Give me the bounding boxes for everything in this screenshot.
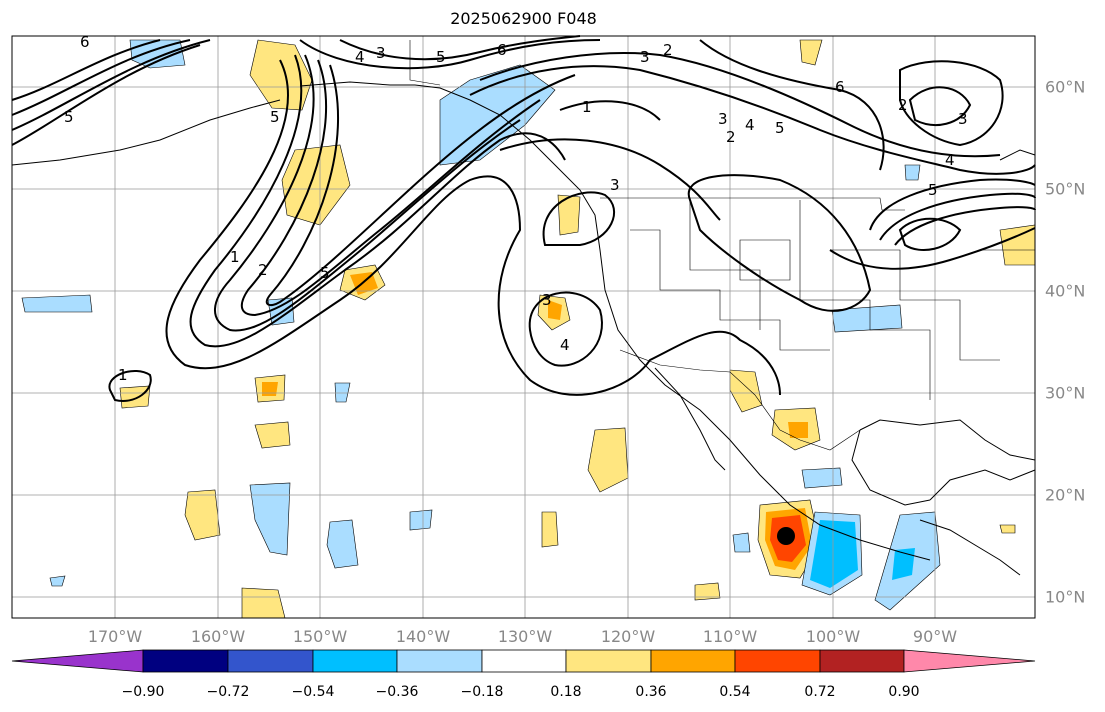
political-borders — [409, 40, 1035, 451]
lat-label: 20°N — [1045, 485, 1086, 505]
lon-label: 100°W — [805, 627, 861, 646]
lat-label: 10°N — [1045, 587, 1086, 607]
colorbar-tick-label: −0.18 — [460, 684, 504, 700]
contour-label: 3 — [958, 110, 968, 128]
colorbar-segment — [142, 649, 229, 673]
contour-label: 5 — [436, 48, 446, 66]
colorbar-low-extension — [11, 649, 144, 673]
colorbar-segment — [227, 649, 314, 673]
contour-label: 4 — [355, 48, 365, 66]
contour-label: 2 — [258, 261, 268, 279]
lon-label: 130°W — [497, 627, 553, 646]
lat-label: 30°N — [1045, 383, 1086, 403]
colorbar-segment — [312, 649, 398, 673]
contour-label: 2 — [726, 128, 736, 146]
lon-label: 120°W — [600, 627, 656, 646]
contour-label: 4 — [945, 151, 955, 169]
colorbar-segment — [819, 649, 905, 673]
lon-label: 140°W — [395, 627, 451, 646]
lon-label: 110°W — [702, 627, 758, 646]
contour-label: 6 — [80, 33, 90, 51]
contour-label-group: 5 1 2 5 1 3 2 4 5 3 4 3 1 3 4 5 6 3 2 6 … — [64, 33, 968, 384]
colorbar-tick-label: −0.72 — [206, 684, 250, 700]
contour-label: 3 — [610, 176, 620, 194]
contour-label: 5 — [928, 181, 938, 199]
contour-label: 5 — [320, 264, 330, 282]
contour-label: 3 — [640, 48, 650, 66]
contour-label: 6 — [835, 78, 845, 96]
colorbar-tick-label: −0.36 — [375, 684, 419, 700]
colorbar-tick-label: 0.18 — [550, 684, 582, 700]
coastlines — [11, 81, 1036, 576]
contour-label: 3 — [718, 110, 728, 128]
lat-label: 60°N — [1045, 77, 1086, 97]
colorbar-high-extension — [903, 649, 1036, 673]
colorbar-tick-label: 0.54 — [719, 684, 751, 700]
contour-label: 2 — [663, 41, 673, 59]
contour-label: 2 — [898, 96, 908, 114]
lon-label: 150°W — [292, 627, 348, 646]
colorbar — [11, 649, 1036, 673]
colorbar-tick-label: 0.72 — [804, 684, 836, 700]
lat-label: 50°N — [1045, 179, 1086, 199]
colorbar-tick-label: −0.90 — [121, 684, 165, 700]
contour-label: 3 — [542, 291, 552, 309]
lon-label: 160°W — [190, 627, 246, 646]
map-title: 2025062900 F048 — [450, 9, 597, 28]
lon-label: 90°W — [912, 627, 958, 646]
negative-anomaly-shading — [21, 39, 941, 611]
colorbar-segment — [650, 649, 736, 673]
lat-label: 40°N — [1045, 281, 1086, 301]
colorbar-tick-label: 0.36 — [635, 684, 667, 700]
contour-label: 1 — [230, 248, 240, 266]
contour-label: 4 — [745, 116, 755, 134]
colorbar-tick-label: −0.54 — [291, 684, 335, 700]
map-frame — [11, 35, 1036, 619]
contour-lines — [11, 35, 1036, 402]
graticule — [12, 36, 1035, 618]
contour-label: 6 — [497, 41, 507, 59]
colorbar-segment — [565, 649, 652, 673]
colorbar-segment — [481, 649, 567, 673]
colorbar-tick-label: 0.90 — [888, 684, 920, 700]
colorbar-segment — [396, 649, 483, 673]
contour-label: 5 — [64, 108, 74, 126]
storm-center-marker — [777, 527, 795, 545]
contour-label: 5 — [270, 108, 280, 126]
contour-label: 1 — [582, 98, 592, 116]
contour-label: 3 — [376, 44, 386, 62]
contour-label: 4 — [560, 336, 570, 354]
contour-label: 1 — [118, 366, 128, 384]
contour-label: 5 — [775, 119, 785, 137]
lon-label: 170°W — [87, 627, 143, 646]
colorbar-segment — [734, 649, 821, 673]
